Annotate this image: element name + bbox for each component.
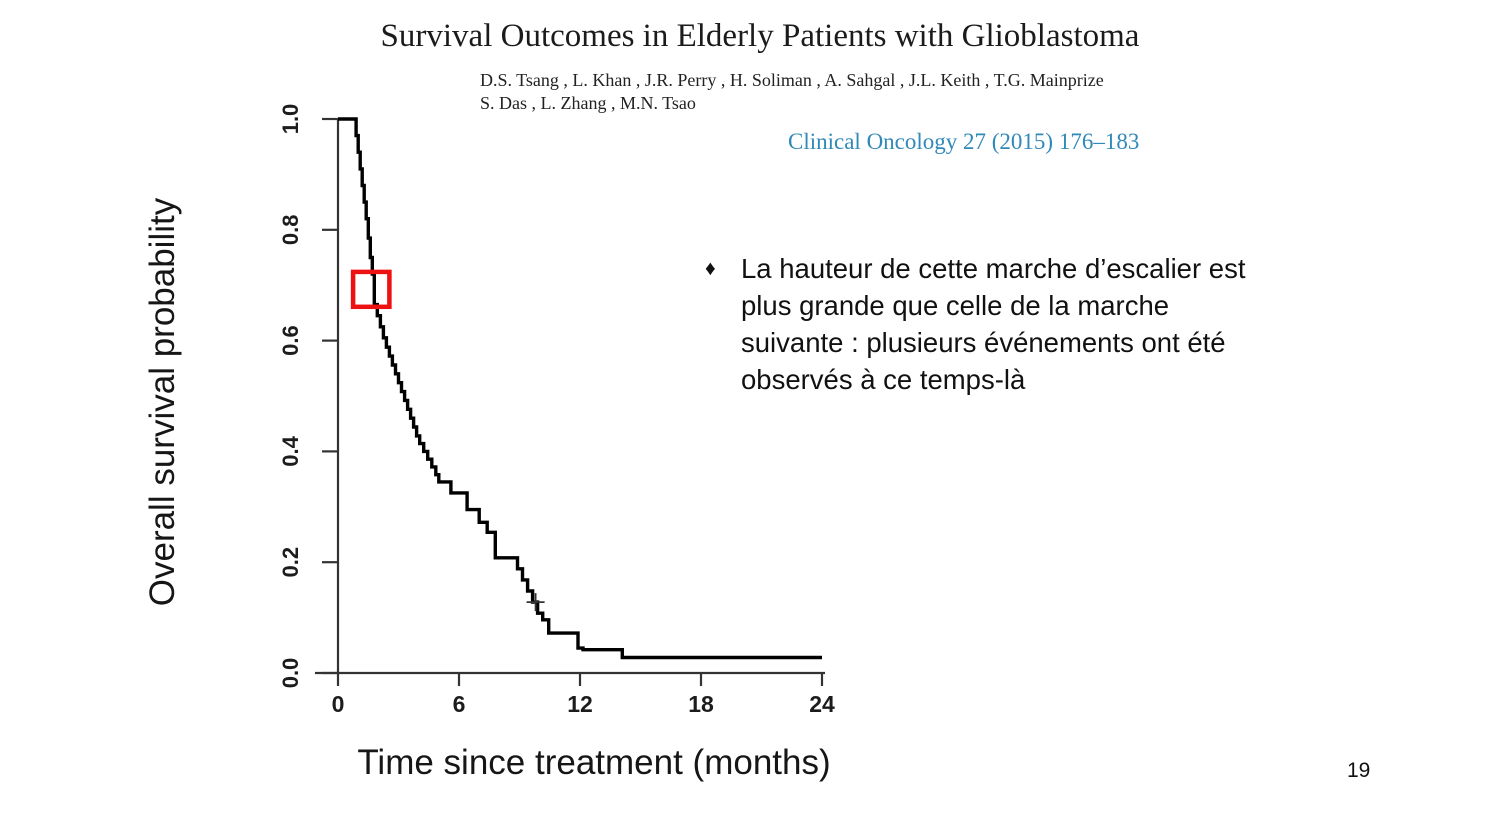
km-chart-svg: 0 6 12 18 24 0.0 0.2 0.4 0.6 0.8 1.0 <box>278 104 835 717</box>
y-tick-label: 0.4 <box>278 435 303 466</box>
x-tick-label: 12 <box>567 691 593 717</box>
x-tick-label: 6 <box>453 691 466 717</box>
authors-line-1: D.S. Tsang , L. Khan , J.R. Perry , H. S… <box>480 70 1104 90</box>
y-tick-label: 0.0 <box>278 658 303 689</box>
paper-title: Survival Outcomes in Elderly Patients wi… <box>380 18 1140 54</box>
y-tick-label: 0.6 <box>278 325 303 356</box>
journal-citation: Clinical Oncology 27 (2015) 176–183 <box>788 129 1140 154</box>
y-tick-label: 1.0 <box>278 104 303 135</box>
x-tick-label: 18 <box>688 691 714 717</box>
authors-block: D.S. Tsang , L. Khan , J.R. Perry , H. S… <box>480 69 1104 115</box>
survival-curve <box>338 117 822 660</box>
y-axis-label: Overall survival probability <box>143 197 182 607</box>
highlight-rect <box>350 269 392 310</box>
bullet-diamond-icon: ♦ <box>705 257 716 280</box>
x-tick-label: 24 <box>809 691 835 717</box>
x-tick-label: 0 <box>332 691 345 717</box>
page-number: 19 <box>1347 759 1371 782</box>
censor-mark <box>526 593 545 612</box>
authors-line-2: S. Das , L. Zhang , M.N. Tsao <box>480 93 696 113</box>
bullet-text: La hauteur de cette marche d’escalier es… <box>741 253 1246 395</box>
y-tick-label: 0.2 <box>278 547 303 578</box>
x-axis-label: Time since treatment (months) <box>357 743 831 782</box>
y-tick-label: 0.8 <box>278 215 303 246</box>
